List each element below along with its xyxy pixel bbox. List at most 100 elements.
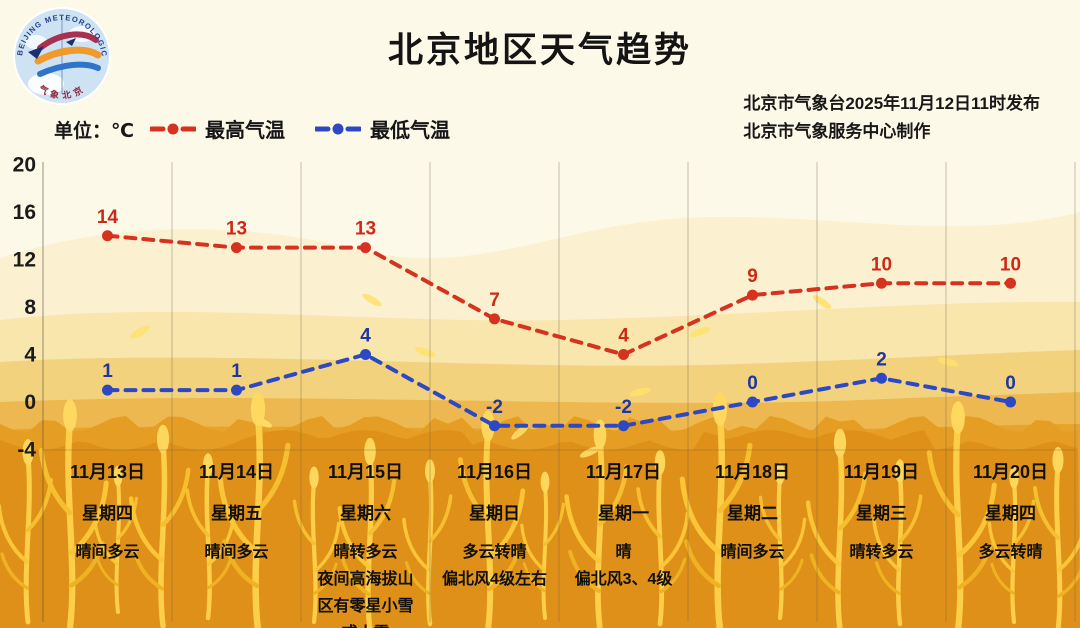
y-tick-label: 4 <box>24 344 36 367</box>
day-weather-line: 偏北风3、4级 <box>574 571 673 588</box>
min-temp-value-label: 0 <box>747 373 758 394</box>
y-tick-label: -4 <box>17 439 36 462</box>
max-temp-value-label: 9 <box>747 266 758 287</box>
day-date: 11月15日 <box>327 462 404 482</box>
day-weekday: 星期二 <box>727 504 778 523</box>
min-temp-point <box>489 420 500 432</box>
legend-item-min-temp: 最低气温 <box>315 114 450 143</box>
day-column: 11月16日 星期日多云转晴偏北风4级左右 <box>430 458 559 593</box>
day-weather-line: 晴间多云 <box>204 544 269 561</box>
max-temp-value-label: 7 <box>489 290 500 311</box>
day-weather: 晴转多云夜间高海拔山区有零星小雪或小雪 <box>301 539 430 628</box>
day-date: 11月19日 <box>843 462 920 482</box>
max-temp-value-label: 13 <box>355 219 376 240</box>
day-column: 11月17日 星期一晴偏北风3、4级 <box>559 458 688 593</box>
max-temp-point <box>102 230 113 242</box>
max-temp-point <box>489 313 500 325</box>
day-date: 11月16日 <box>456 462 533 482</box>
unit-label: 单位：℃ <box>54 121 135 142</box>
y-tick-label: 20 <box>13 154 36 177</box>
day-date: 11月14日 <box>198 462 275 482</box>
max-temp-value-label: 10 <box>1000 254 1021 275</box>
day-column: 11月13日 星期四晴间多云 <box>43 458 172 566</box>
min-temp-point <box>102 384 113 396</box>
min-temp-line-icon <box>315 123 361 134</box>
day-weather-line: 多云转晴 <box>462 544 527 561</box>
min-temp-point <box>231 384 242 396</box>
max-temp-point <box>360 242 371 254</box>
publisher-info: 北京市气象台2025年11月12日11时发布 北京市气象服务中心制作 <box>743 90 1040 146</box>
day-weather-line: 晴转多云 <box>849 544 914 561</box>
min-temp-value-label: 1 <box>102 361 113 382</box>
day-weekday: 星期五 <box>211 504 262 523</box>
min-temp-value-label: 1 <box>231 361 242 382</box>
max-temp-value-label: 14 <box>97 207 119 228</box>
day-weekday: 星期日 <box>469 504 520 523</box>
day-column: 11月19日 星期三 晴转多云 <box>817 458 946 566</box>
day-date: 11月20日 <box>972 462 1049 482</box>
day-weather-line: 晴间多云 <box>720 544 785 561</box>
day-weather: 晴间多云 <box>688 539 817 566</box>
max-temp-value-label: 10 <box>871 254 892 275</box>
min-temp-value-label: 4 <box>360 326 371 347</box>
max-temp-point <box>1005 277 1016 289</box>
min-temp-line <box>105 352 1013 428</box>
legend-label-max-temp: 最高气温 <box>205 120 285 142</box>
min-temp-value-label: 2 <box>876 349 887 370</box>
min-temp-point <box>618 420 629 432</box>
day-weekday: 星期四 <box>985 504 1036 523</box>
legend-label-min-temp: 最低气温 <box>370 120 450 142</box>
day-weather: 晴转多云 <box>817 539 946 566</box>
day-weather-line: 或小雪 <box>301 620 430 628</box>
day-weekday: 星期四 <box>82 504 133 523</box>
y-tick-label: 0 <box>24 391 36 414</box>
day-weather: 多云转晴偏北风4级左右 <box>430 539 559 593</box>
day-weather-line: 晴 <box>615 544 632 561</box>
day-weather-line: 晴转多云 <box>333 544 398 561</box>
max-temp-value-label: 13 <box>226 219 247 240</box>
day-weekday: 星期六 <box>340 504 391 523</box>
day-weather: 晴偏北风3、4级 <box>559 539 688 593</box>
day-date: 11月17日 <box>585 462 662 482</box>
min-temp-point <box>1005 396 1016 408</box>
publisher-line1: 北京市气象台2025年11月12日11时发布 <box>743 94 1040 113</box>
day-column: 11月20日 星期四多云转晴 <box>946 458 1075 566</box>
max-temp-value-label: 4 <box>618 326 629 347</box>
day-weather: 晴间多云 <box>172 539 301 566</box>
day-weather-line: 多云转晴 <box>978 544 1043 561</box>
meteorological-service-logo: BEIJING METEOROLOGICAL SERVICE 气象北京 <box>10 4 111 105</box>
day-weather-line: 区有零星小雪 <box>317 598 414 615</box>
max-temp-point <box>876 277 887 289</box>
day-date: 11月13日 <box>69 462 146 482</box>
y-tick-label: 12 <box>13 249 36 272</box>
day-weather: 多云转晴 <box>946 539 1075 566</box>
day-weekday: 星期一 <box>598 504 649 523</box>
min-temp-point <box>876 372 887 384</box>
min-temp-value-label: -2 <box>486 397 503 418</box>
max-temp-line <box>105 233 1013 357</box>
y-tick-label: 16 <box>13 201 36 224</box>
min-temp-point <box>747 396 758 408</box>
min-temp-value-label: -2 <box>615 397 632 418</box>
chart-legend: 最高气温 最低气温 <box>150 114 450 143</box>
legend-item-max-temp: 最高气温 <box>150 114 285 143</box>
max-temp-point <box>747 289 758 301</box>
publisher-line2: 北京市气象服务中心制作 <box>743 122 931 141</box>
day-column: 11月15日星期六晴转多云夜间高海拔山区有零星小雪或小雪 <box>301 458 430 628</box>
day-weather: 晴间多云 <box>43 539 172 566</box>
max-temp-point <box>231 242 242 254</box>
max-temp-line-icon <box>150 123 196 134</box>
day-weather-line: 偏北风4级左右 <box>442 571 547 588</box>
day-date: 11月18日 <box>714 462 791 482</box>
y-tick-label: 8 <box>24 296 36 319</box>
max-temp-point <box>618 349 629 360</box>
day-weather-line: 夜间高海拔山 <box>317 571 414 588</box>
day-column: 11月14日 星期五晴间多云 <box>172 458 301 566</box>
min-temp-value-label: 0 <box>1005 373 1016 394</box>
day-weather-line: 晴间多云 <box>75 544 140 561</box>
page-title: 北京地区天气趋势 <box>387 31 692 70</box>
day-column: 11月18日 星期二晴间多云 <box>688 458 817 566</box>
